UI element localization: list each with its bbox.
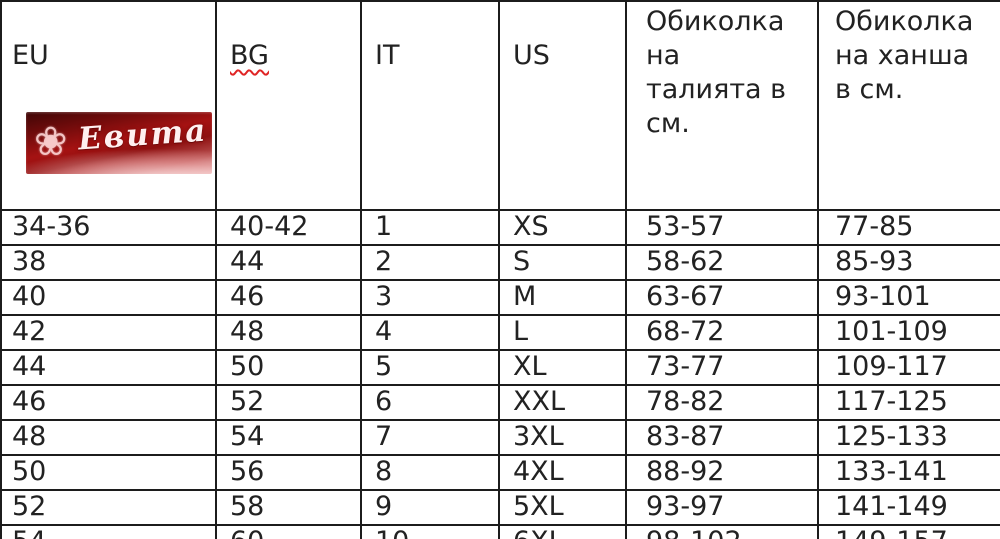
header-cell-us: US xyxy=(498,0,627,211)
cell-waist: 98-102 xyxy=(625,524,819,539)
header-cell-hips: Обиколка на ханша в см. xyxy=(817,0,1000,211)
cell-waist: 78-82 xyxy=(625,384,819,421)
header-cell-it: IT xyxy=(360,0,500,211)
cell-hips: 77-85 xyxy=(817,209,1000,246)
table-row: 46 52 6 XXL 78-82 117-125 xyxy=(0,384,1000,421)
cell-bg: 58 xyxy=(215,489,362,526)
cell-us: 6XL xyxy=(498,524,627,539)
cell-it: 10 xyxy=(360,524,500,539)
header-cell-eu: EU ❀ Евита xyxy=(0,0,217,211)
cell-us: XXL xyxy=(498,384,627,421)
cell-hips: 85-93 xyxy=(817,244,1000,281)
cell-it: 1 xyxy=(360,209,500,246)
cell-waist: 93-97 xyxy=(625,489,819,526)
cell-us: L xyxy=(498,314,627,351)
cell-eu: 34-36 xyxy=(0,209,217,246)
cell-waist: 63-67 xyxy=(625,279,819,316)
cell-bg: 52 xyxy=(215,384,362,421)
cell-eu: 44 xyxy=(0,349,217,386)
table-row: 50 56 8 4XL 88-92 133-141 xyxy=(0,454,1000,491)
cell-us: 5XL xyxy=(498,489,627,526)
header-cell-waist: Обиколка на талията в см. xyxy=(625,0,819,211)
table-row: 54 60 10 6XL 98-102 149-157 xyxy=(0,524,1000,539)
cell-us: 4XL xyxy=(498,454,627,491)
table-row: 52 58 9 5XL 93-97 141-149 xyxy=(0,489,1000,526)
cell-it: 2 xyxy=(360,244,500,281)
cell-it: 5 xyxy=(360,349,500,386)
cell-eu: 48 xyxy=(0,419,217,456)
header-cell-bg: BG xyxy=(215,0,362,211)
table-row: 38 44 2 S 58-62 85-93 xyxy=(0,244,1000,281)
cell-eu: 38 xyxy=(0,244,217,281)
cell-it: 3 xyxy=(360,279,500,316)
cell-bg: 40-42 xyxy=(215,209,362,246)
cell-bg: 60 xyxy=(215,524,362,539)
header-row: EU ❀ Евита BG IT US Обиколка на талията … xyxy=(0,0,1000,211)
cell-bg: 50 xyxy=(215,349,362,386)
cell-eu: 50 xyxy=(0,454,217,491)
table-row: 40 46 3 M 63-67 93-101 xyxy=(0,279,1000,316)
cell-waist: 83-87 xyxy=(625,419,819,456)
cell-hips: 133-141 xyxy=(817,454,1000,491)
cell-bg: 54 xyxy=(215,419,362,456)
header-label-us: US xyxy=(513,40,550,71)
cell-hips: 93-101 xyxy=(817,279,1000,316)
cell-bg: 56 xyxy=(215,454,362,491)
cell-hips: 149-157 xyxy=(817,524,1000,539)
table-row: 48 54 7 3XL 83-87 125-133 xyxy=(0,419,1000,456)
cell-waist: 73-77 xyxy=(625,349,819,386)
cell-waist: 53-57 xyxy=(625,209,819,246)
cell-us: XL xyxy=(498,349,627,386)
cell-waist: 58-62 xyxy=(625,244,819,281)
brand-logo-script: Евита xyxy=(76,112,209,158)
cell-it: 9 xyxy=(360,489,500,526)
cell-eu: 46 xyxy=(0,384,217,421)
header-label-it: IT xyxy=(375,40,400,71)
cell-hips: 101-109 xyxy=(817,314,1000,351)
cell-eu: 42 xyxy=(0,314,217,351)
cell-bg: 44 xyxy=(215,244,362,281)
cell-us: 3XL xyxy=(498,419,627,456)
cell-bg: 46 xyxy=(215,279,362,316)
cell-waist: 88-92 xyxy=(625,454,819,491)
cell-hips: 125-133 xyxy=(817,419,1000,456)
cell-us: XS xyxy=(498,209,627,246)
cell-it: 6 xyxy=(360,384,500,421)
cell-us: S xyxy=(498,244,627,281)
header-label-bg: BG xyxy=(230,40,269,71)
cell-hips: 141-149 xyxy=(817,489,1000,526)
cell-eu: 40 xyxy=(0,279,217,316)
brand-logo-image: ❀ Евита xyxy=(26,112,212,174)
cell-it: 4 xyxy=(360,314,500,351)
cell-eu: 54 xyxy=(0,524,217,539)
rose-icon: ❀ xyxy=(34,119,68,165)
cell-hips: 117-125 xyxy=(817,384,1000,421)
size-table-body: 34-36 40-42 1 XS 53-57 77-85 38 44 2 S 5… xyxy=(0,209,1000,539)
cell-eu: 52 xyxy=(0,489,217,526)
cell-waist: 68-72 xyxy=(625,314,819,351)
cell-bg: 48 xyxy=(215,314,362,351)
cell-hips: 109-117 xyxy=(817,349,1000,386)
table-row: 42 48 4 L 68-72 101-109 xyxy=(0,314,1000,351)
size-table-header: EU ❀ Евита BG IT US Обиколка на талията … xyxy=(0,0,1000,211)
cell-it: 8 xyxy=(360,454,500,491)
table-row: 34-36 40-42 1 XS 53-57 77-85 xyxy=(0,209,1000,246)
cell-us: M xyxy=(498,279,627,316)
table-row: 44 50 5 XL 73-77 109-117 xyxy=(0,349,1000,386)
cell-it: 7 xyxy=(360,419,500,456)
header-label-eu: EU xyxy=(12,40,49,71)
